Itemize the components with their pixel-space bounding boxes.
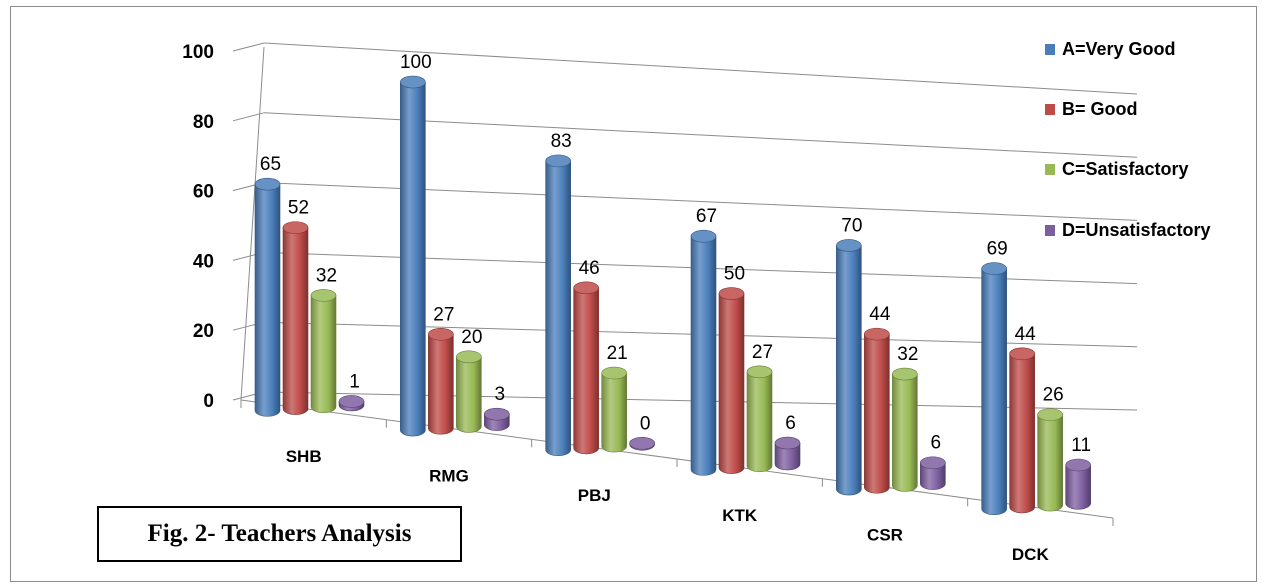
y-tick-label: 0 — [203, 391, 214, 412]
bar — [310, 289, 337, 414]
bar — [718, 287, 745, 474]
gridline-side — [232, 42, 265, 52]
figure-caption: Fig. 2- Teachers Analysis — [147, 520, 412, 547]
data-label: 52 — [288, 198, 309, 219]
y-tick-label: 20 — [193, 321, 214, 342]
bar — [601, 366, 627, 453]
y-tick-label: 80 — [193, 112, 214, 133]
gridline — [263, 42, 1138, 95]
data-label: 70 — [841, 215, 862, 236]
legend-swatch — [1045, 225, 1055, 236]
bar — [1065, 458, 1091, 510]
x-tick-label: SHB — [286, 447, 322, 466]
legend-entry: C=Satisfactory — [1045, 159, 1189, 179]
y-axis: 0 20 40 60 80 100 — [182, 42, 214, 412]
data-label: 44 — [869, 304, 891, 325]
legend-swatch — [1045, 104, 1055, 115]
legend-entry: D=Unsatisfactory — [1045, 220, 1211, 240]
bar — [864, 327, 890, 494]
legend-swatch — [1045, 164, 1055, 175]
data-label: 69 — [987, 239, 1008, 260]
data-label: 26 — [1043, 385, 1064, 406]
data-label: 6 — [785, 413, 796, 434]
bar — [254, 177, 281, 417]
data-label: 20 — [461, 327, 482, 348]
gridline-side — [232, 112, 265, 122]
bar — [456, 350, 482, 433]
data-label: 21 — [607, 343, 628, 364]
gridline — [263, 112, 1138, 158]
legend-entry: B= Good — [1045, 99, 1138, 119]
data-label: 67 — [696, 206, 717, 227]
data-label: 3 — [495, 384, 506, 405]
data-label: 50 — [724, 264, 745, 285]
data-labels: 65 52 32 1 100 27 20 3 83 46 21 0 67 50 27 6 70 44 32 6 69 44… — [260, 52, 1091, 456]
data-label: 65 — [260, 154, 281, 175]
data-label: 32 — [897, 344, 918, 365]
bar — [428, 327, 454, 435]
x-tick-label: RMG — [429, 467, 469, 486]
legend-entry: A=Very Good — [1045, 39, 1176, 59]
legend-label: A=Very Good — [1062, 39, 1176, 59]
y-tick-label: 100 — [182, 42, 214, 63]
bar — [1037, 408, 1063, 512]
bar — [1009, 347, 1035, 514]
bar — [836, 239, 862, 496]
bar — [573, 281, 599, 455]
bars — [254, 75, 1091, 516]
bar — [690, 229, 717, 476]
legend-label: D=Unsatisfactory — [1062, 220, 1211, 240]
x-tick-label: DCK — [1012, 545, 1050, 564]
y-tick-label: 40 — [193, 251, 214, 272]
legend-label: B= Good — [1062, 99, 1138, 119]
bar — [400, 75, 426, 437]
data-label: 100 — [400, 52, 432, 73]
data-label: 46 — [579, 258, 600, 279]
x-tick-label: CSR — [867, 526, 903, 545]
data-label: 27 — [752, 342, 773, 363]
legend: A=Very Good B= Good C=Satisfactory D=Unsati… — [1045, 39, 1211, 240]
data-label: 6 — [931, 433, 942, 454]
legend-label: C=Satisfactory — [1062, 159, 1189, 179]
y-tick-label: 60 — [193, 182, 214, 203]
bar — [774, 436, 801, 471]
x-tick-label: KTK — [722, 506, 758, 525]
legend-swatch — [1045, 44, 1055, 55]
data-label: 32 — [316, 265, 337, 286]
bar — [629, 436, 655, 451]
data-label: 44 — [1015, 324, 1037, 345]
x-tick-label: PBJ — [578, 486, 611, 505]
figure-caption-box: Fig. 2- Teachers Analysis — [97, 506, 462, 562]
bar — [545, 154, 571, 457]
bar — [920, 456, 946, 490]
y-axis-line — [240, 46, 265, 401]
bar — [282, 221, 309, 415]
bar — [892, 367, 918, 492]
bar — [981, 262, 1007, 516]
bar — [746, 365, 773, 473]
data-label: 1 — [349, 371, 360, 392]
data-label: 83 — [551, 131, 572, 152]
data-label: 0 — [640, 413, 651, 434]
data-label: 27 — [433, 304, 454, 325]
x-axis: SHB RMG PBJ KTK CSR DCK — [286, 447, 1050, 564]
data-label: 11 — [1071, 435, 1091, 456]
bar — [338, 395, 365, 412]
bar — [484, 407, 510, 431]
